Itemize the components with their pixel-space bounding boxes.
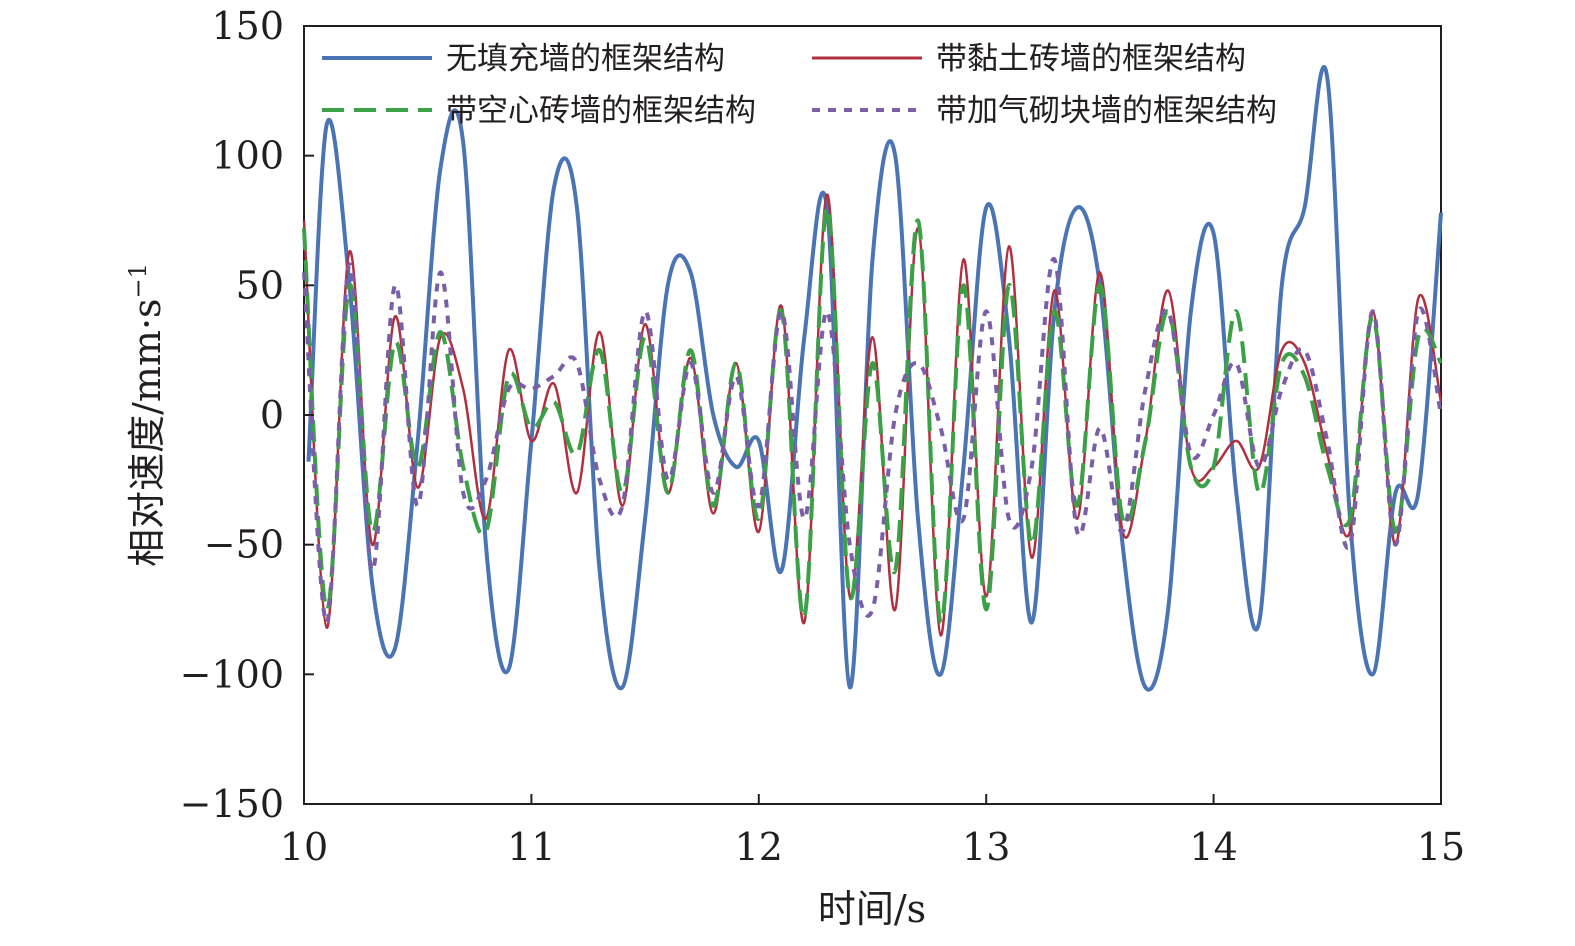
y-axis-title-superscript: −1	[124, 263, 152, 298]
y-axis-title-main: 相对速度/mm·s	[125, 298, 169, 566]
x-tick-label: 10	[280, 825, 328, 869]
series-line-2	[302, 193, 1443, 637]
y-tick-label: −100	[180, 652, 284, 696]
legend-label-2: 带黏土砖墙的框架结构	[936, 41, 1246, 77]
legend-label-3: 带空心砖墙的框架结构	[446, 93, 756, 129]
y-tick-label: 100	[211, 134, 284, 178]
x-tick-label: 13	[962, 825, 1010, 869]
series-line-1	[306, 65, 1443, 692]
x-tick-label: 11	[507, 825, 555, 869]
series-line-4	[302, 257, 1443, 625]
x-tick-label: 14	[1189, 825, 1237, 869]
tick-layer: 10 11 12 13 14 15 150 100 50 0 −50 −100 −150	[180, 4, 1466, 869]
legend-label-4: 带加气砌块墙的框架结构	[936, 93, 1277, 129]
x-axis-title: 时间/s	[818, 887, 926, 931]
y-tick-label: 150	[211, 4, 284, 48]
series-line-3	[302, 205, 1443, 625]
legend-label-1: 无填充墙的框架结构	[446, 41, 725, 77]
x-tick-label: 12	[735, 825, 783, 869]
y-tick-label: 0	[260, 393, 284, 437]
y-tick-label: −150	[180, 782, 284, 826]
x-tick-label: 15	[1417, 825, 1465, 869]
y-axis-title: 相对速度/mm·s−1	[124, 263, 169, 567]
y-tick-label: 50	[236, 263, 284, 307]
series-layer	[302, 65, 1443, 692]
y-tick-label: −50	[204, 523, 284, 567]
